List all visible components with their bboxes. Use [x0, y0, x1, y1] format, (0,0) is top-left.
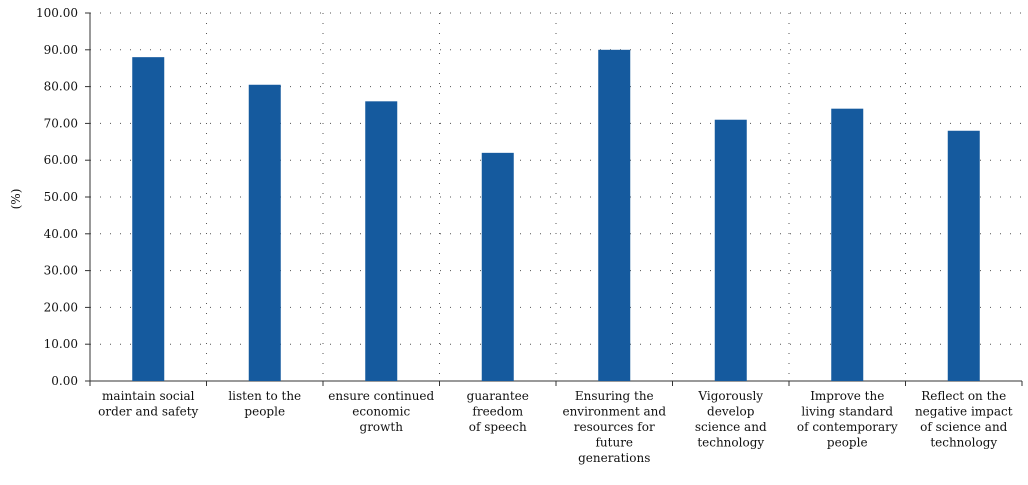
x-category-label-line: guarantee [467, 389, 529, 403]
bars [132, 49, 980, 382]
x-category-label-line: growth [360, 420, 404, 434]
x-category-label: guarantee freedom of speech [467, 389, 529, 434]
x-category-label-line: Ensuring the [575, 389, 654, 403]
y-tick-label: 80.00 [44, 80, 78, 94]
y-tick-label: 90.00 [44, 43, 78, 57]
x-category-label-line: generations [578, 451, 650, 465]
x-category-label-line: freedom [472, 405, 523, 419]
bar [365, 101, 398, 381]
x-category-label: ensure continued economic growth [328, 389, 434, 434]
bar [598, 49, 631, 382]
bar [481, 152, 514, 381]
category-labels: maintain social order and safety listen to… [98, 389, 1013, 465]
x-category-label-line: technology [697, 436, 764, 450]
bar [132, 57, 165, 381]
y-tick-label: 50.00 [44, 190, 78, 204]
x-category-label-line: Improve the [810, 389, 884, 403]
y-tick-labels: 0.00 10.00 20.00 30.00 40.00 50.00 60.00 70.00 8… [36, 6, 78, 388]
x-category-label-line: maintain social [102, 389, 195, 403]
x-category-label-line: future [595, 436, 633, 450]
x-category-label: Vigorously develop science and technology [695, 389, 767, 450]
y-tick-label: 30.00 [44, 264, 78, 278]
x-category-label: Improve the living standard of contemporar… [797, 389, 898, 450]
x-category-label-line: technology [930, 436, 997, 450]
x-category-label-line: of speech [469, 420, 527, 434]
x-category-label-line: ensure continued [328, 389, 434, 403]
y-tick-label: 60.00 [44, 153, 78, 167]
bar [248, 84, 281, 381]
y-tick-label: 70.00 [44, 116, 78, 130]
x-category-label: listen to the people [228, 389, 301, 419]
x-category-label-line: science and [695, 420, 767, 434]
y-tick-label: 40.00 [44, 227, 78, 241]
y-axis-title: (%) [9, 189, 23, 210]
y-tick-label: 0.00 [51, 374, 78, 388]
x-category-label: maintain social order and safety [98, 389, 198, 419]
x-category-label-line: of contemporary [797, 420, 898, 434]
bar [831, 108, 864, 382]
x-category-label-line: people [827, 436, 868, 450]
bar [947, 130, 980, 381]
x-category-label: Reflect on the negative impact of science … [915, 389, 1013, 450]
gridlines [90, 12, 1022, 381]
axes [85, 12, 1023, 386]
x-category-label: Ensuring the environment and resources for… [562, 389, 666, 465]
y-tick-label: 100.00 [36, 6, 78, 20]
y-tick-label: 20.00 [44, 300, 78, 314]
x-category-label-line: listen to the [228, 389, 301, 403]
x-category-label-line: economic [352, 405, 410, 419]
x-category-label-line: order and safety [98, 405, 198, 419]
x-category-label-line: negative impact [915, 405, 1013, 419]
x-category-label-line: Reflect on the [921, 389, 1006, 403]
x-category-label-line: resources for [574, 420, 655, 434]
x-category-label-line: living standard [801, 405, 893, 419]
x-category-label-line: Vigorously [697, 389, 763, 403]
x-category-label-line: develop [707, 405, 755, 419]
x-category-label-line: people [244, 405, 285, 419]
y-tick-label: 10.00 [44, 337, 78, 351]
x-category-label-line: of science and [920, 420, 1008, 434]
bar [714, 119, 747, 381]
x-category-label-line: environment and [562, 405, 666, 419]
